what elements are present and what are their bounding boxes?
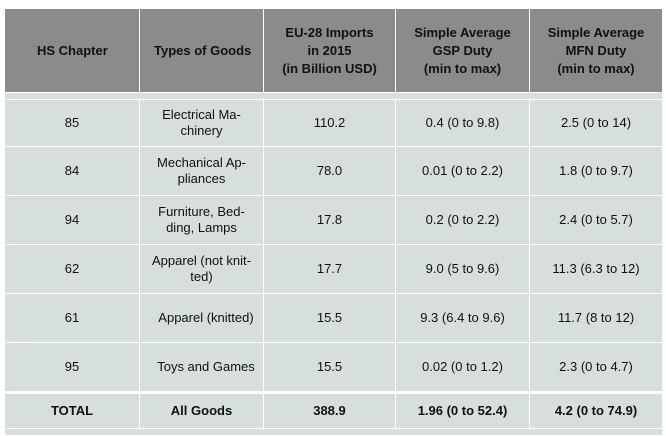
goods-text: Electrical Ma-chinery: [162, 107, 241, 138]
goods-text: Toys and Games: [157, 359, 255, 374]
header-line: Types of Goods: [154, 42, 252, 58]
cell-gsp: 9.3 (6.4 to 9.6): [395, 293, 530, 343]
header-hs-chapter: HS Chapter: [4, 8, 140, 93]
goods-text: Apparel (not knit-ted): [152, 253, 251, 284]
cell-imports: 15.5: [263, 293, 396, 343]
cell-chapter: 95: [4, 342, 140, 393]
cell-goods: Toys and Games: [139, 342, 264, 393]
cell-mfn: 11.7 (8 to 12): [529, 293, 663, 343]
cell-imports: 17.8: [263, 195, 396, 245]
cell-mfn: 1.8 (0 to 9.7): [529, 146, 663, 196]
cell-chapter: 62: [4, 244, 140, 294]
header-line: (min to max): [423, 60, 502, 76]
header-line: GSP Duty: [432, 42, 493, 58]
table-row: 61 Apparel (knitted) 15.5 9.3 (6.4 to 9.…: [4, 293, 663, 343]
header-line: HS Chapter: [37, 42, 108, 58]
header-line: MFN Duty: [565, 42, 627, 58]
header-line: EU-28 Imports: [285, 24, 374, 40]
header-gsp-duty: Simple Average GSP Duty (min to max): [395, 8, 530, 93]
total-imports: 388.9: [263, 391, 396, 429]
cell-goods: Electrical Ma-chinery: [139, 99, 264, 147]
cell-chapter: 85: [4, 99, 140, 147]
cell-mfn: 11.3 (6.3 to 12): [529, 244, 663, 294]
table-body: 85 Electrical Ma-chinery 110.2 0.4 (0 to…: [4, 92, 663, 436]
header-line: in 2015: [307, 42, 352, 58]
spacer-cell: [4, 92, 663, 100]
header-types-of-goods: Types of Goods: [139, 8, 264, 93]
table-row: 95 Toys and Games 15.5 0.02 (0 to 1.2) 2…: [4, 342, 663, 393]
cell-imports: 110.2: [263, 99, 396, 147]
goods-text: Mechanical Ap-pliances: [157, 155, 246, 186]
cell-goods: Apparel (knitted): [139, 293, 264, 343]
header-line: (in Billion USD): [282, 60, 377, 76]
goods-text: Apparel (knitted): [158, 310, 254, 325]
table-row: 84 Mechanical Ap-pliances 78.0 0.01 (0 t…: [4, 146, 663, 196]
cell-chapter: 61: [4, 293, 140, 343]
cell-imports: 17.7: [263, 244, 396, 294]
cell-gsp: 0.02 (0 to 1.2): [395, 342, 530, 393]
cell-chapter: 84: [4, 146, 140, 196]
cell-mfn: 2.4 (0 to 5.7): [529, 195, 663, 245]
cell-chapter: 94: [4, 195, 140, 245]
cell-imports: 15.5: [263, 342, 396, 393]
header-row: HS Chapter Types of Goods EU-28 Imports …: [4, 8, 663, 93]
header-line: Simple Average: [414, 24, 511, 40]
total-gsp: 1.96 (0 to 52.4): [395, 391, 530, 429]
spacer-cell: [4, 428, 663, 436]
spacer-row: [4, 92, 663, 100]
cell-gsp: 0.4 (0 to 9.8): [395, 99, 530, 147]
cell-mfn: 2.3 (0 to 4.7): [529, 342, 663, 393]
cell-mfn: 2.5 (0 to 14): [529, 99, 663, 147]
cell-goods: Mechanical Ap-pliances: [139, 146, 264, 196]
duty-table: HS Chapter Types of Goods EU-28 Imports …: [4, 8, 663, 436]
header-mfn-duty: Simple Average MFN Duty (min to max): [529, 8, 663, 93]
table-header: HS Chapter Types of Goods EU-28 Imports …: [4, 8, 663, 93]
document-page: HS Chapter Types of Goods EU-28 Imports …: [4, 8, 663, 436]
cell-imports: 78.0: [263, 146, 396, 196]
spacer-row: [4, 428, 663, 436]
header-eu-imports: EU-28 Imports in 2015 (in Billion USD): [263, 8, 396, 93]
cell-goods: Furniture, Bed-ding, Lamps: [139, 195, 264, 245]
cell-gsp: 0.2 (0 to 2.2): [395, 195, 530, 245]
header-line: (min to max): [557, 60, 635, 76]
table-row: 62 Apparel (not knit-ted) 17.7 9.0 (5 to…: [4, 244, 663, 294]
header-line: Simple Average: [547, 24, 645, 40]
total-goods: All Goods: [139, 391, 264, 429]
total-mfn: 4.2 (0 to 74.9): [529, 391, 663, 429]
table-row: 94 Furniture, Bed-ding, Lamps 17.8 0.2 (…: [4, 195, 663, 245]
cell-gsp: 9.0 (5 to 9.6): [395, 244, 530, 294]
total-label: TOTAL: [4, 391, 140, 429]
cell-goods: Apparel (not knit-ted): [139, 244, 264, 294]
cell-gsp: 0.01 (0 to 2.2): [395, 146, 530, 196]
total-row: TOTAL All Goods 388.9 1.96 (0 to 52.4) 4…: [4, 391, 663, 429]
goods-text: Furniture, Bed-ding, Lamps: [158, 204, 245, 235]
table-row: 85 Electrical Ma-chinery 110.2 0.4 (0 to…: [4, 99, 663, 147]
